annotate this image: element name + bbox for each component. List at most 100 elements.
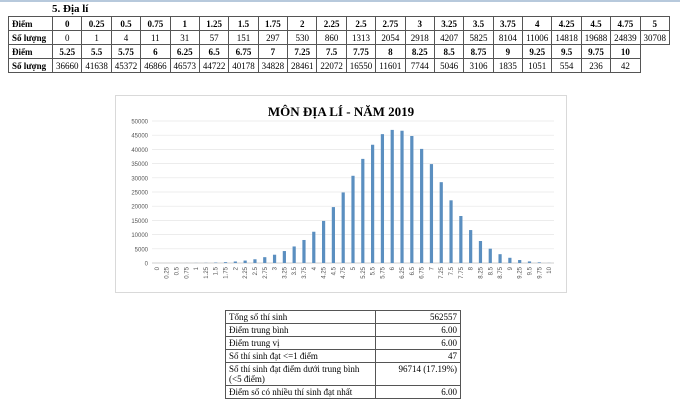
table-cell: 22072 <box>316 58 347 73</box>
bar <box>253 259 257 263</box>
x-tick-label: 1.75 <box>224 266 230 278</box>
table-cell: 7.25 <box>286 44 318 59</box>
bar <box>488 248 492 263</box>
table-cell: 2.5 <box>345 16 377 31</box>
x-tick-label: 7.25 <box>439 266 445 278</box>
chart-title: MÔN ĐỊA LÍ - NĂM 2019 <box>267 104 415 119</box>
bar <box>282 251 286 263</box>
row-header: Điểm <box>8 44 53 59</box>
table-cell: 9.25 <box>521 44 553 59</box>
x-tick-label: 1.25 <box>204 266 210 278</box>
stats-value: 96714 (17.19%) <box>375 362 461 386</box>
table-cell: 0.25 <box>81 16 112 31</box>
bar <box>390 129 394 263</box>
bar <box>400 130 404 263</box>
table-cell: 30708 <box>639 30 670 45</box>
table-cell: 28461 <box>286 58 318 73</box>
table-cell: 5 <box>639 16 670 31</box>
y-tick-label: 35000 <box>131 162 148 168</box>
bar <box>331 207 335 263</box>
x-tick-label: 8 <box>469 266 475 270</box>
stats-value: 47 <box>375 349 461 363</box>
table-cell: 3106 <box>463 58 494 73</box>
table-cell: 1.75 <box>257 16 289 31</box>
bar <box>223 262 228 263</box>
bar <box>459 215 463 263</box>
bar <box>518 260 522 263</box>
bar <box>420 148 424 263</box>
table-cell: 9 <box>492 44 524 59</box>
bar <box>302 239 306 263</box>
x-tick-label: 4.75 <box>341 266 347 278</box>
table-cell: 5046 <box>433 58 465 73</box>
bar <box>429 164 434 263</box>
table-cell: 45372 <box>110 58 142 73</box>
x-tick-label: 1.5 <box>214 266 220 275</box>
table-cell: 46573 <box>169 58 200 73</box>
table-cell: 7744 <box>404 58 435 73</box>
stats-row: Điểm trung vị 6.00 <box>225 336 461 350</box>
empty-cell <box>640 45 670 59</box>
stats-value: 6.00 <box>375 385 461 399</box>
table-cell: 2.75 <box>375 16 406 31</box>
table-cell: 236 <box>580 58 612 73</box>
bar <box>439 182 443 263</box>
bar <box>371 144 375 263</box>
table-cell: 0 <box>51 30 83 45</box>
row-header: Điểm <box>8 16 53 31</box>
bar <box>527 261 532 263</box>
stats-label: Điểm trung vị <box>225 336 376 350</box>
y-tick-label: 20000 <box>131 205 148 211</box>
x-tick-label: 8.75 <box>498 266 504 278</box>
chart-svg: 0 5000 10000 15000 20000 25000 30000 35000 40000… <box>131 120 554 279</box>
stats-row: Điểm trung bình 6.00 <box>225 323 461 337</box>
bar <box>272 254 277 263</box>
x-tick-label: 9.25 <box>518 266 524 278</box>
bar <box>312 231 316 263</box>
table-cell: 4.25 <box>551 16 582 31</box>
table-cell: 34828 <box>257 58 289 73</box>
table-cell: 5825 <box>463 30 494 45</box>
table-cell: 7.5 <box>316 44 347 59</box>
table-cell: 0 <box>51 16 83 31</box>
stats-label: Điểm số có nhiều thí sinh đạt nhất <box>225 385 376 399</box>
table-cell: 3 <box>404 16 435 31</box>
x-tick-label: 5.25 <box>361 266 367 278</box>
bar <box>537 262 541 263</box>
x-tick-label: 4.25 <box>322 266 328 278</box>
table-cell: 31 <box>169 30 200 45</box>
table-cell: 530 <box>286 30 318 45</box>
table-cell: 4207 <box>433 30 465 45</box>
table-cell: 0.75 <box>140 16 171 31</box>
table-cell: 297 <box>257 30 289 45</box>
table-cell: 2.25 <box>316 16 347 31</box>
table-cell: 0.5 <box>110 16 142 31</box>
x-tick-label: 6.5 <box>410 266 416 275</box>
row-header: Số lượng <box>8 30 53 45</box>
x-tick-label: 0.25 <box>165 266 171 278</box>
stats-value: 6.00 <box>375 336 461 350</box>
bar <box>449 200 453 263</box>
y-tick-label: 5000 <box>135 247 149 253</box>
x-tick-label: 10 <box>547 266 553 273</box>
table-cell: 3.5 <box>463 16 494 31</box>
x-tick-label: 7 <box>429 266 435 270</box>
table-cell: 151 <box>228 30 259 45</box>
stats-value: 562557 <box>375 310 461 324</box>
x-tick-label: 2.75 <box>263 266 269 278</box>
y-tick-label: 50000 <box>131 120 148 126</box>
x-tick-label: 0 <box>155 266 161 270</box>
x-tick-label: 6.25 <box>400 266 406 278</box>
stats-value: 6.00 <box>375 323 461 337</box>
table-cell: 2 <box>286 16 318 31</box>
table-cell: 860 <box>316 30 347 45</box>
x-tick-label: 0.75 <box>184 266 190 278</box>
table-cell: 36660 <box>51 58 83 73</box>
table-cell: 16550 <box>345 58 377 73</box>
stats-label: Tổng số thí sinh <box>225 310 376 324</box>
stats-label: Số thí sinh đạt điểm dưới trung bình (<5… <box>225 362 376 386</box>
stats-row: Tổng số thí sinh 562557 <box>225 310 461 324</box>
y-tick-label: 40000 <box>131 148 148 154</box>
table-cell: 8.5 <box>433 44 465 59</box>
x-tick-label: 8.5 <box>488 266 494 275</box>
